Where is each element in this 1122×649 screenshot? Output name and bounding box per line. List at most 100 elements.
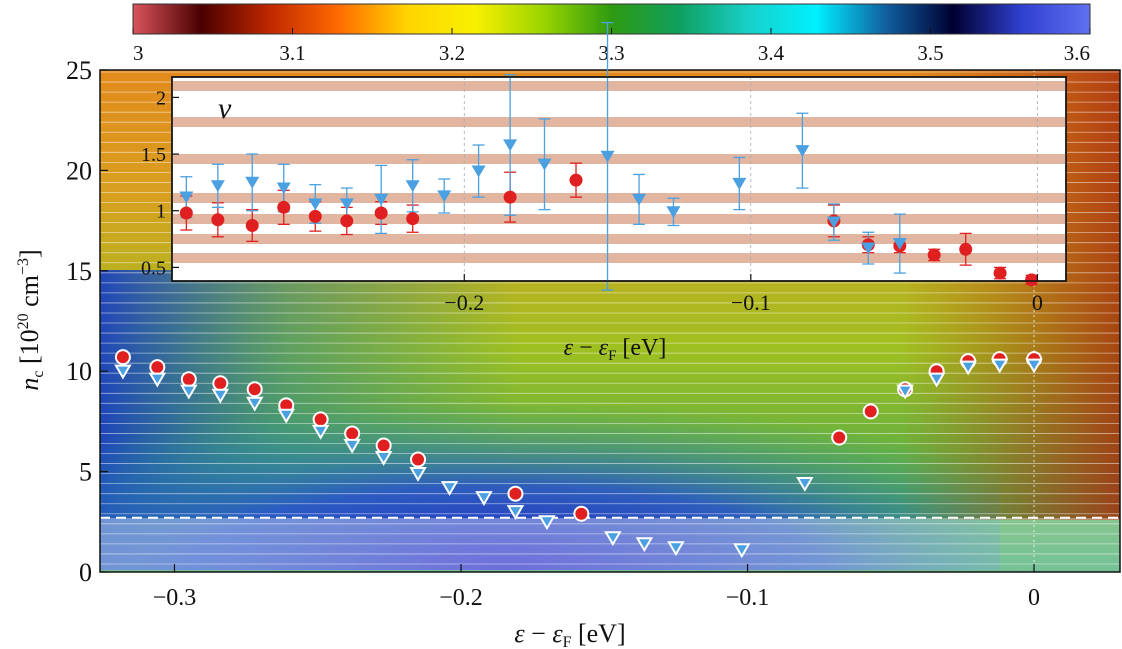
colorbar: 3 3.1 3.2 3.3 3.4 3.5 3.6 <box>132 3 1091 65</box>
inset-stripe <box>172 234 1066 244</box>
inset-y-ticks: 0.5 1 1.5 2 <box>141 87 179 279</box>
ix-unit: [eV] <box>616 335 666 361</box>
main-triangle-point <box>796 477 814 492</box>
inset-triangle-point <box>632 193 647 206</box>
main-y-axis-title: nc [1020 cm−3] <box>15 249 47 390</box>
inset-stripe <box>172 253 1066 263</box>
inset-triangle-point <box>732 177 747 190</box>
main-triangle-point <box>959 360 977 376</box>
main-triangle-point <box>896 384 914 400</box>
inset-panel: −0.2 −0.1 0 0.511.52 ν ε − εF [eV] <box>141 21 1067 364</box>
main-markers <box>114 349 1043 559</box>
inset-triangle-point <box>308 198 323 211</box>
inset-stripe <box>172 214 1066 224</box>
main-circle-point <box>410 451 427 468</box>
inset-triangle-point <box>210 180 225 193</box>
ix-minus: − <box>573 335 599 361</box>
inset-gridlines <box>463 77 1038 281</box>
inset-y-tick-label: 1.5 <box>141 144 166 166</box>
main-triangle-point <box>538 515 556 531</box>
inset-stripe <box>172 193 1066 203</box>
inset-circle-point <box>277 200 291 214</box>
colorbar-tick-label: 3 <box>133 41 144 65</box>
inset-markers <box>179 139 1039 287</box>
y-unit-post: ] <box>15 249 44 258</box>
main-circle-point <box>180 371 197 388</box>
inset-y-tick-label: 0.5 <box>141 257 166 279</box>
inset-triangle-point <box>666 206 681 219</box>
inset-x-axis-title: ε − εF [eV] <box>564 335 667 364</box>
main-circle-point <box>246 381 263 398</box>
inset-circle-point <box>374 206 388 220</box>
main-x-tick-label: −0.1 <box>726 585 770 611</box>
ix-sub: F <box>608 348 616 364</box>
main-triangle-point <box>211 388 230 404</box>
inset-triangle-point <box>374 193 389 206</box>
inset-circle-point <box>308 209 322 223</box>
inset-circle-point <box>927 248 941 262</box>
inset-x-tick-label: 0 <box>1032 290 1043 315</box>
main-x-axis-title: ε − εF [eV] <box>514 619 625 649</box>
y-exp: 20 <box>15 313 32 329</box>
main-x-ticks: −0.3 −0.2 −0.1 0 <box>153 564 1040 611</box>
main-y-tick-label: 0 <box>79 558 92 587</box>
x-unit: [eV] <box>571 619 625 648</box>
main-circle-point <box>507 485 524 502</box>
main-triangle-point <box>148 372 167 388</box>
inset-circle-point <box>406 212 420 226</box>
ix-eps2: ε <box>599 335 609 361</box>
inset-triangle-point <box>276 182 291 195</box>
main-y-tick-label: 25 <box>66 56 92 85</box>
inset-triangle-point <box>179 191 194 204</box>
inset-triangle-point <box>339 198 354 211</box>
inset-triangle-point <box>437 190 452 203</box>
inset-stripes <box>172 81 1066 263</box>
inset-circle-point <box>179 206 193 220</box>
main-circle-point <box>375 437 392 454</box>
inset-triangle-point <box>537 158 552 171</box>
inset-circle-point <box>959 242 973 256</box>
x-minus: − <box>525 619 553 648</box>
inset-frame <box>171 76 1067 282</box>
inset-circle-point <box>503 190 517 204</box>
inset-stripe <box>172 117 1066 127</box>
main-x-tick-label: −0.3 <box>153 585 197 611</box>
main-triangle-point <box>311 424 330 440</box>
main-circle-point <box>114 349 131 366</box>
inset-circle-point <box>993 266 1007 280</box>
main-y-tick-label: 10 <box>66 357 92 386</box>
inset-triangle-point <box>826 216 841 229</box>
colorbar-tick-label: 3.3 <box>598 41 624 65</box>
inset-triangle-point <box>503 139 518 152</box>
y-n: n <box>15 378 44 391</box>
inset-triangle-point <box>245 176 260 189</box>
inset-circle-point <box>245 218 259 232</box>
y-unit-pre: [10 <box>15 329 44 370</box>
main-triangle-point <box>343 438 361 454</box>
ix-eps: ε <box>564 335 574 361</box>
main-triangle-point <box>1025 358 1043 374</box>
main-circle-point <box>831 429 848 446</box>
main-triangle-point <box>374 450 393 466</box>
main-triangle-point <box>990 358 1009 374</box>
inset-circle-point <box>569 173 583 187</box>
main-triangle-point <box>180 384 198 400</box>
x-sub: F <box>563 634 572 649</box>
y-unit-exp: −3 <box>15 258 32 275</box>
inset-y-tick-label: 2 <box>156 87 166 109</box>
colorbar-tick-label: 3.2 <box>439 41 465 65</box>
main-triangle-point <box>667 541 685 557</box>
inset-title: ν <box>218 92 232 125</box>
main-triangle-point <box>506 505 525 521</box>
inset-y-tick-label: 1 <box>156 201 166 223</box>
main-y-tick-label: 20 <box>66 156 92 185</box>
main-circle-point <box>344 425 361 442</box>
main-circle-point <box>149 359 166 376</box>
heatmap-lower-region <box>100 518 1120 572</box>
main-triangle-point <box>733 543 751 559</box>
main-triangle-point <box>927 372 946 388</box>
inset-background <box>171 76 1067 282</box>
main-triangle-point <box>245 396 264 412</box>
inset-x-tick-label: −0.2 <box>444 290 484 315</box>
